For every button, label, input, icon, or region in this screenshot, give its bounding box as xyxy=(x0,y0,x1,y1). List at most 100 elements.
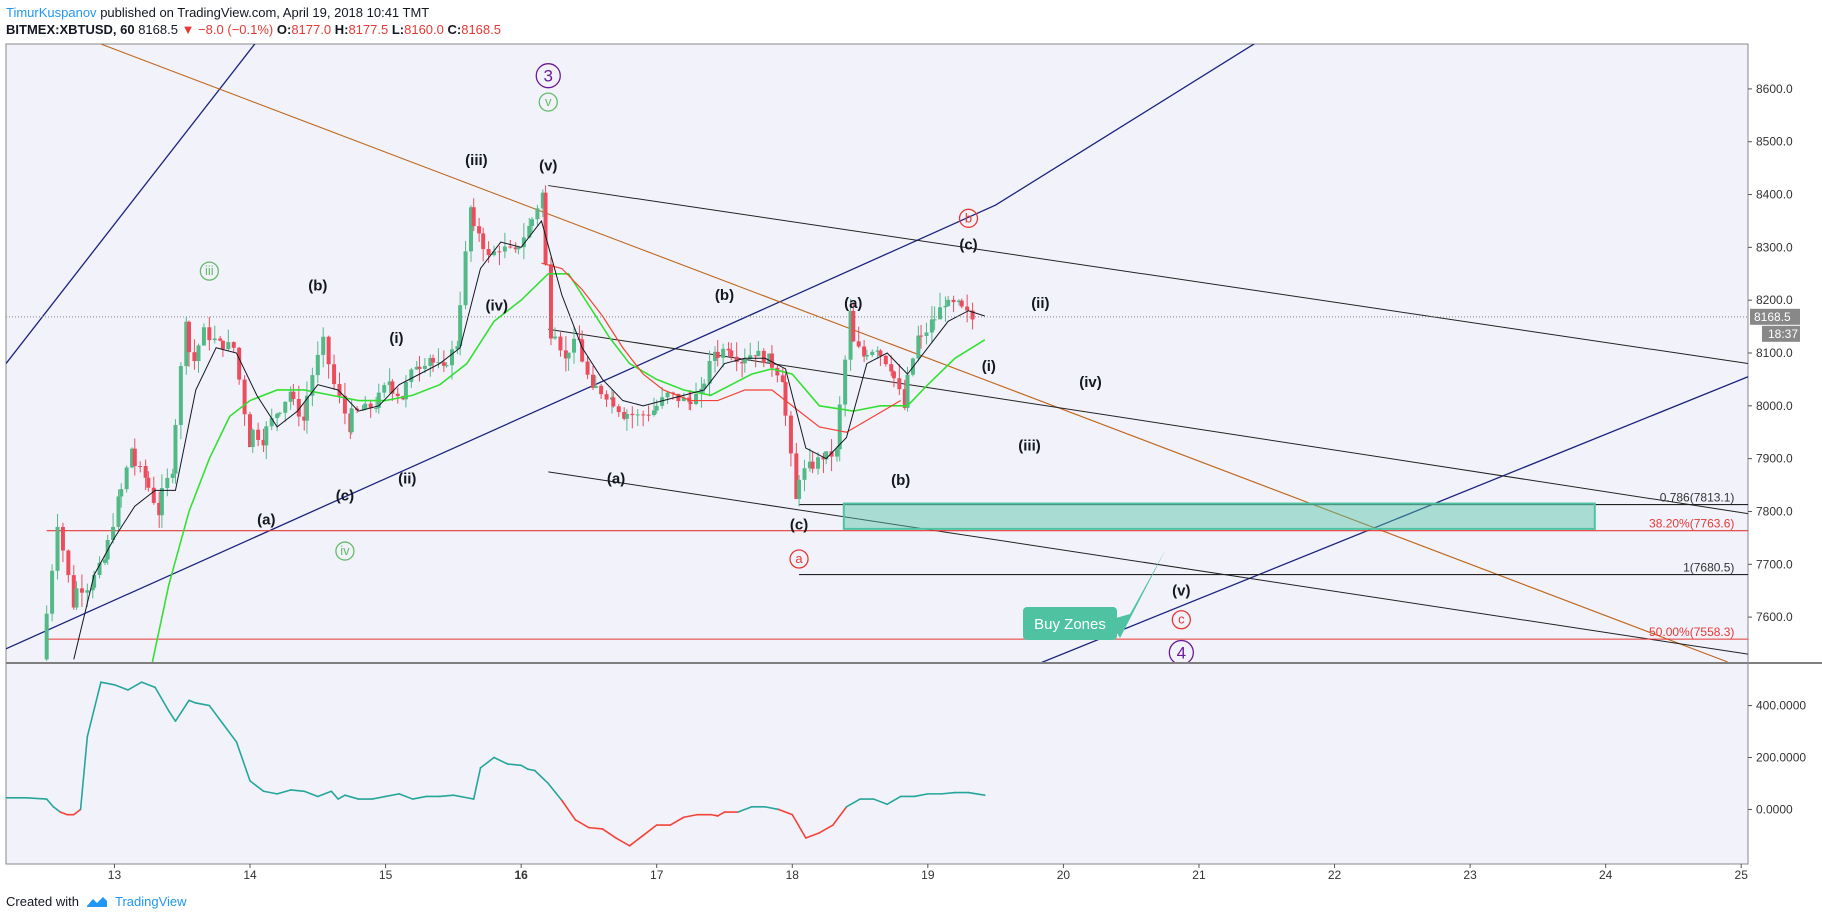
indicator-segment[interactable] xyxy=(25,796,48,800)
candle-body[interactable] xyxy=(529,219,534,226)
candle-body[interactable] xyxy=(403,381,408,400)
indicator-segment[interactable] xyxy=(561,799,577,821)
candle-body[interactable] xyxy=(748,355,753,360)
candle-body[interactable] xyxy=(665,392,670,398)
candle-body[interactable] xyxy=(740,361,745,364)
candle-body[interactable] xyxy=(599,385,604,395)
candle-body[interactable] xyxy=(178,366,183,425)
candle-body[interactable] xyxy=(264,426,269,446)
indicator-segment[interactable] xyxy=(52,806,62,813)
candle-body[interactable] xyxy=(769,353,774,368)
candle-body[interactable] xyxy=(580,339,585,362)
candle-body[interactable] xyxy=(726,348,731,351)
candle-body[interactable] xyxy=(417,366,422,369)
candle-body[interactable] xyxy=(431,357,436,363)
candle-body[interactable] xyxy=(497,251,502,253)
candle-body[interactable] xyxy=(970,310,975,320)
indicator-segment[interactable] xyxy=(466,796,475,800)
candle-body[interactable] xyxy=(742,359,747,364)
candle-body[interactable] xyxy=(521,237,526,248)
candle-body[interactable] xyxy=(543,192,548,265)
candle-body[interactable] xyxy=(237,347,242,380)
candle-body[interactable] xyxy=(387,381,392,386)
indicator-segment[interactable] xyxy=(683,813,699,819)
indicator-segment[interactable] xyxy=(262,790,278,795)
candle-body[interactable] xyxy=(55,526,60,571)
candle-body[interactable] xyxy=(60,526,65,551)
candle-body[interactable] xyxy=(835,449,840,457)
indicator-segment[interactable] xyxy=(316,790,333,798)
candle-body[interactable] xyxy=(862,346,867,357)
indicator-segment[interactable] xyxy=(472,767,482,800)
candle-body[interactable] xyxy=(851,311,856,342)
candle-body[interactable] xyxy=(207,327,212,341)
candle-body[interactable] xyxy=(288,391,293,402)
candle-body[interactable] xyxy=(788,415,793,454)
indicator-segment[interactable] xyxy=(832,806,848,826)
candle-body[interactable] xyxy=(548,264,553,339)
indicator-segment[interactable] xyxy=(777,808,794,816)
candle-body[interactable] xyxy=(250,429,255,448)
candle-body[interactable] xyxy=(187,321,192,353)
candle-body[interactable] xyxy=(157,502,162,516)
candle-body[interactable] xyxy=(702,383,707,389)
candle-body[interactable] xyxy=(802,468,807,480)
candle-body[interactable] xyxy=(957,300,962,303)
candle-body[interactable] xyxy=(409,369,414,382)
candle-body[interactable] xyxy=(138,465,143,467)
candle-body[interactable] xyxy=(660,397,665,406)
candle-body[interactable] xyxy=(111,526,116,540)
candle-body[interactable] xyxy=(837,404,842,450)
candle-body[interactable] xyxy=(481,233,486,250)
candle-body[interactable] xyxy=(516,247,521,250)
indicator-segment[interactable] xyxy=(167,709,177,722)
candle-body[interactable] xyxy=(226,342,231,350)
indicator-segment[interactable] xyxy=(398,793,414,800)
candle-body[interactable] xyxy=(151,487,156,503)
indicator-segment[interactable] xyxy=(249,780,265,793)
candle-body[interactable] xyxy=(71,575,76,608)
candle-body[interactable] xyxy=(486,249,491,256)
candle-body[interactable] xyxy=(919,335,924,337)
indicator-segment[interactable] xyxy=(100,681,116,686)
candle-body[interactable] xyxy=(143,466,148,478)
candle-body[interactable] xyxy=(90,587,95,591)
indicator-segment[interactable] xyxy=(276,789,292,795)
candle-body[interactable] xyxy=(269,418,274,427)
candle-body[interactable] xyxy=(635,414,640,416)
indicator-segment[interactable] xyxy=(527,768,536,772)
candle-body[interactable] xyxy=(734,356,739,362)
candle-body[interactable] xyxy=(676,393,681,402)
tradingview-link[interactable]: TradingView xyxy=(114,894,187,909)
candle-body[interactable] xyxy=(807,461,812,469)
candle-body[interactable] xyxy=(242,379,247,415)
author-link[interactable]: TimurKuspanov xyxy=(6,5,97,20)
indicator-segment[interactable] xyxy=(79,735,89,811)
indicator-segment[interactable] xyxy=(886,795,902,806)
indicator-segment[interactable] xyxy=(303,790,319,798)
indicator-segment[interactable] xyxy=(913,793,929,798)
buy-zone-callout[interactable] xyxy=(1023,607,1117,640)
candle-body[interactable] xyxy=(119,489,124,497)
candle-body[interactable] xyxy=(192,352,197,362)
candle-body[interactable] xyxy=(646,414,651,416)
candle-body[interactable] xyxy=(622,412,627,419)
candle-body[interactable] xyxy=(829,451,834,457)
candle-body[interactable] xyxy=(102,559,107,563)
ma-green-line[interactable] xyxy=(151,272,986,662)
indicator-segment[interactable] xyxy=(764,806,780,811)
candle-body[interactable] xyxy=(337,384,342,396)
candle-body[interactable] xyxy=(261,439,266,446)
candle-body[interactable] xyxy=(310,375,315,396)
candle-body[interactable] xyxy=(797,479,802,499)
candle-body[interactable] xyxy=(540,192,545,209)
candle-body[interactable] xyxy=(248,414,253,448)
candle-body[interactable] xyxy=(641,414,646,416)
candle-body[interactable] xyxy=(296,398,301,417)
candle-body[interactable] xyxy=(231,342,236,348)
candle-body[interactable] xyxy=(441,362,446,366)
indicator-segment[interactable] xyxy=(371,795,387,800)
indicator-segment[interactable] xyxy=(194,702,211,707)
indicator-segment[interactable] xyxy=(493,756,509,765)
candle-body[interactable] xyxy=(593,385,598,388)
